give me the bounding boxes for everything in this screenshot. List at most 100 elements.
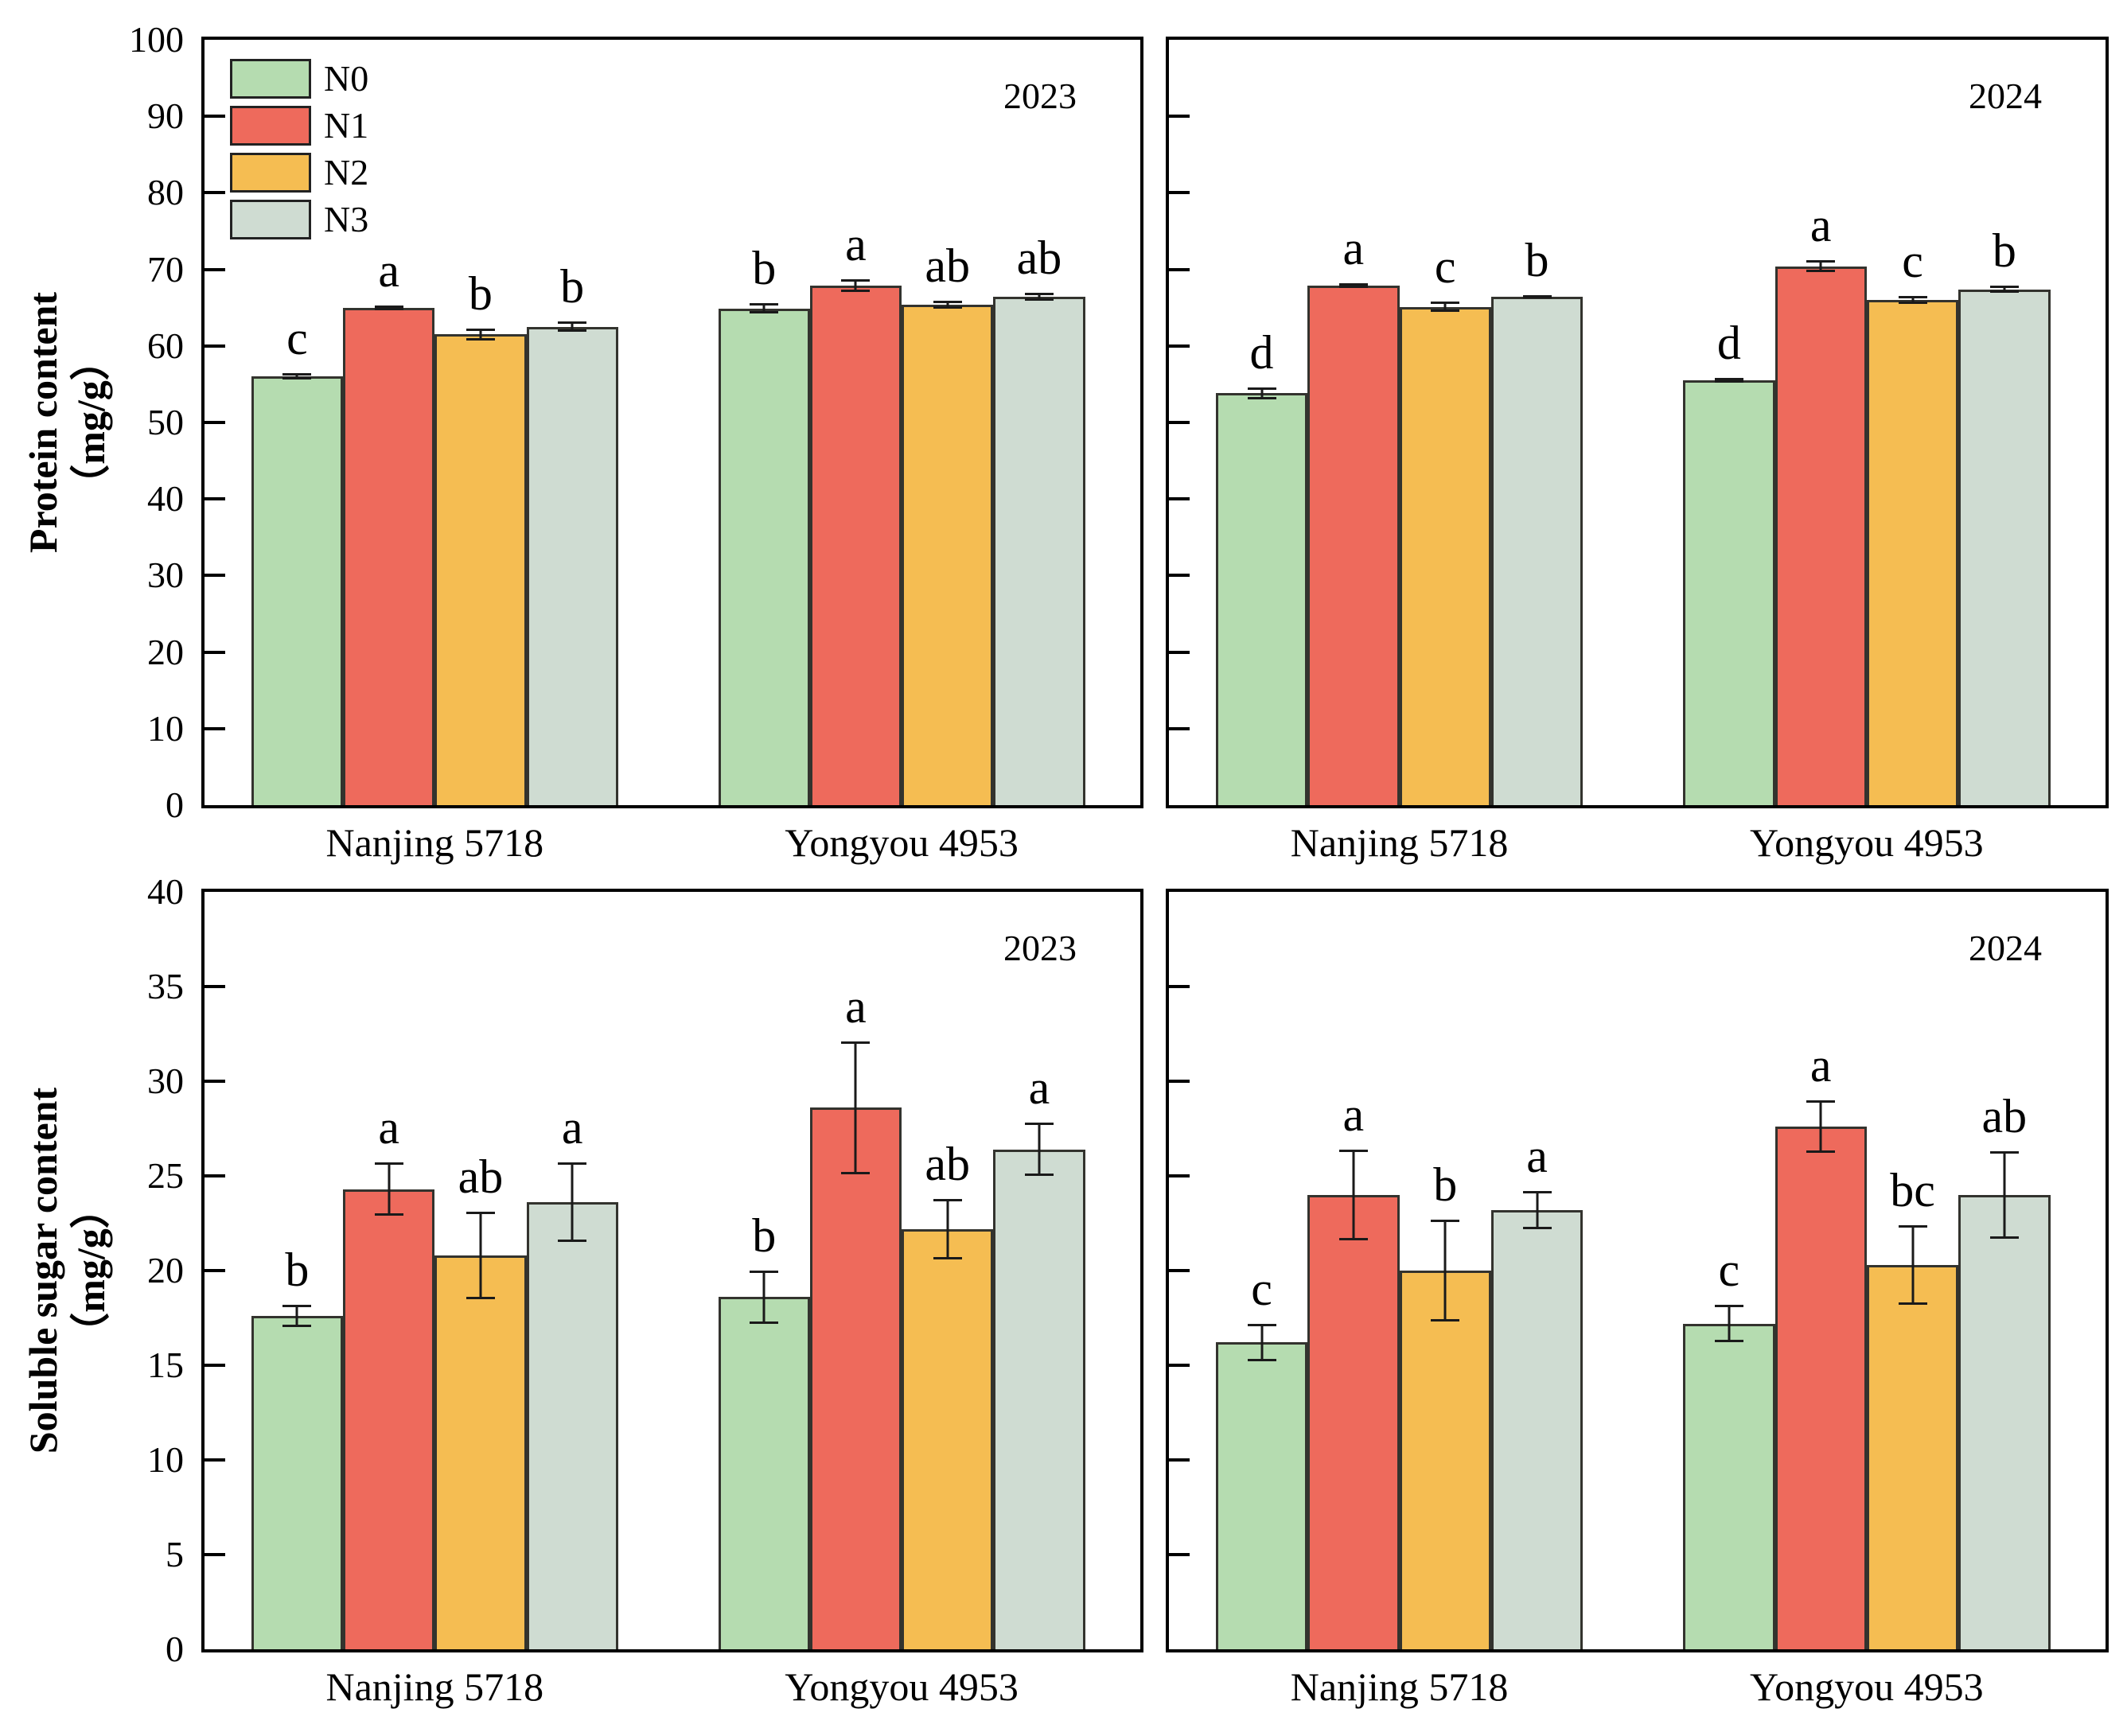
legend-item-label: N1 (324, 105, 369, 146)
y-axis-title-line1: Soluble sugar content (21, 1087, 65, 1454)
error-bar-cap-top (1989, 1151, 2019, 1154)
y-tick-label: 30 (147, 1061, 184, 1101)
y-axis-tick (1169, 267, 1190, 271)
significance-letter: a (1342, 1088, 1365, 1141)
error-bar-line (1819, 1100, 1822, 1154)
error-bar-cap-top (1898, 1224, 1927, 1228)
significance-letter: b (752, 241, 777, 294)
error-bar-cap-bottom (1338, 1237, 1368, 1240)
y-axis-tick (205, 115, 225, 119)
bar-n0-nanjing (1215, 393, 1308, 805)
error-bar-cap-bottom (1024, 1174, 1054, 1176)
significance-letter: a (1526, 1130, 1548, 1183)
significance-letter: ab (925, 239, 971, 293)
error-bar (1338, 1149, 1368, 1240)
y-axis-tick (1169, 985, 1190, 988)
significance-letter: a (1028, 1061, 1050, 1115)
error-bar-cap-bottom (1714, 1340, 1743, 1343)
bar-n2-yongyou (902, 1228, 994, 1649)
error-bar-cap-top (1247, 387, 1276, 390)
error-bar-cap-bottom (1024, 298, 1054, 302)
error-bar-line (946, 1198, 949, 1259)
y-axis-tick (1169, 421, 1190, 424)
bar-n3-nanjing (526, 326, 618, 805)
legend-item: N3 (230, 200, 368, 239)
significance-letter: a (1810, 199, 1832, 252)
legend-item: N2 (230, 153, 368, 193)
significance-letter: b (752, 1209, 777, 1262)
error-bar-cap-bottom (1898, 301, 1927, 304)
error-bar-cap-bottom (374, 307, 403, 310)
y-tick-label: 40 (147, 478, 184, 520)
error-bar-cap-top (1247, 1323, 1276, 1326)
error-bar-line (1443, 302, 1447, 313)
error-bar (1024, 1123, 1054, 1176)
bar-n3-nanjing (1490, 1209, 1584, 1649)
bar-n3-yongyou (1958, 1194, 2051, 1649)
y-axis-tick (1169, 191, 1190, 195)
bar-n0-yongyou (1683, 1323, 1775, 1649)
error-bar-cap-bottom (1247, 397, 1276, 400)
error-bar-cap-top (1806, 260, 1836, 263)
y-tick-label: 50 (147, 402, 184, 442)
y-axis-title-line2: （mg/g） (68, 341, 113, 504)
legend-swatch-n1 (230, 106, 311, 146)
legend-swatch-n0 (230, 59, 311, 99)
y-axis-tick (205, 421, 225, 424)
error-bar (1338, 282, 1368, 288)
y-axis-tick (205, 726, 225, 730)
error-bar-cap-bottom (750, 311, 779, 314)
y-axis-tick (1169, 344, 1190, 348)
error-bar-cap-top (1024, 293, 1054, 296)
bar-n3-yongyou (993, 297, 1085, 805)
bar-n0-nanjing (251, 1316, 344, 1649)
error-bar-cap-bottom (1431, 309, 1460, 313)
error-bar (1714, 1304, 1743, 1343)
bar-n1-nanjing (343, 307, 435, 805)
legend-item: N1 (230, 106, 368, 146)
error-bar-cap-top (1024, 1123, 1054, 1126)
error-bar (841, 279, 871, 292)
error-bar (933, 301, 962, 309)
y-axis-tick (1169, 1364, 1190, 1367)
error-bar (1898, 296, 1927, 304)
legend-swatch-n2 (230, 153, 311, 193)
error-bar-line (2003, 1151, 2006, 1239)
significance-letter: b (285, 1243, 310, 1296)
error-bar-cap-bottom (1522, 1226, 1552, 1229)
significance-letter: c (1251, 1262, 1272, 1315)
bar-n3-nanjing (1490, 297, 1584, 805)
y-axis-tick (205, 650, 225, 654)
error-bar-line (388, 1162, 391, 1216)
y-axis-tick (205, 497, 225, 501)
error-bar-cap-top (282, 1304, 312, 1307)
error-bar (1806, 1100, 1836, 1154)
error-bar-line (1260, 1323, 1264, 1362)
error-bar-cap-bottom (558, 329, 587, 333)
category-label: Nanjing 5718 (325, 820, 544, 865)
category-label: Nanjing 5718 (1290, 1664, 1509, 1709)
year-label: 2024 (1969, 76, 2042, 116)
y-axis-tick (205, 1080, 225, 1083)
year-label: 2023 (1003, 76, 1077, 116)
y-axis-tick (205, 1553, 225, 1556)
error-bar-cap-top (558, 321, 587, 325)
bar-n1-yongyou (1774, 1127, 1867, 1649)
y-axis-tick (205, 1269, 225, 1272)
significance-letter: ab (1981, 1090, 2028, 1143)
y-axis-tick (1169, 115, 1190, 119)
significance-letter: c (1902, 235, 1923, 288)
error-bar (374, 305, 403, 310)
error-bar (466, 1212, 495, 1299)
y-axis-tick (205, 985, 225, 988)
y-tick-label: 60 (147, 325, 184, 366)
y-axis-title: Protein content （mg/g） (19, 292, 115, 553)
error-bar-cap-bottom (282, 377, 312, 380)
error-bar-cap-bottom (558, 1240, 587, 1243)
significance-letter: b (560, 260, 585, 313)
error-bar-cap-top (1989, 285, 2019, 288)
error-bar-line (854, 279, 857, 292)
significance-letter: bc (1890, 1163, 1935, 1216)
significance-letter: a (378, 243, 399, 297)
legend-swatch-n3 (230, 200, 311, 239)
